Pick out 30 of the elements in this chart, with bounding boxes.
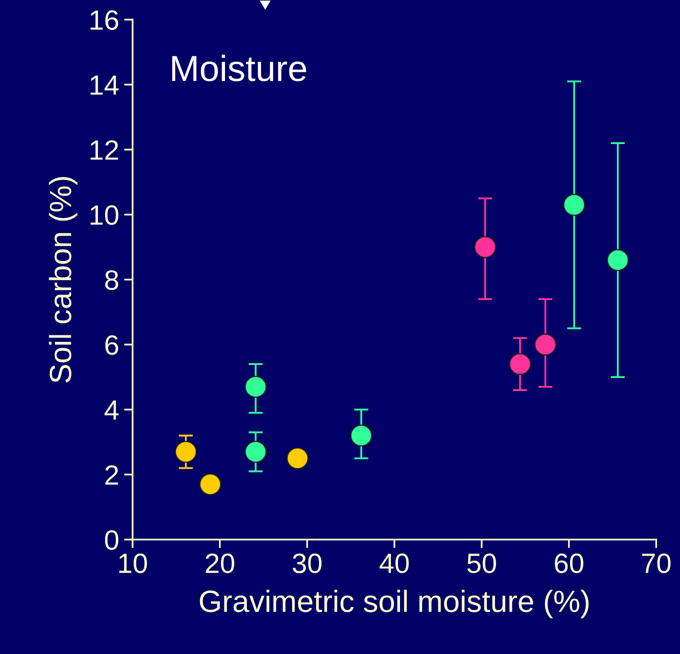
point: [244, 440, 267, 463]
x-tick-label: 60: [554, 553, 584, 574]
y-tick-label: 8: [105, 270, 118, 290]
point: [174, 440, 197, 463]
point: [606, 249, 629, 272]
point: [244, 376, 267, 398]
y-tick-label: 0: [105, 530, 118, 550]
x-tick-label: 40: [380, 553, 409, 574]
y-tick-label: 12: [90, 140, 118, 160]
point: [286, 447, 309, 470]
text: Moisture: [172, 54, 306, 82]
y-tick-label: 6: [105, 335, 118, 355]
y-tick-label: 2: [105, 465, 118, 485]
point: [509, 353, 532, 376]
point: [534, 334, 556, 356]
y-tick-label: 10: [90, 205, 118, 225]
y-tick-label: 16: [90, 10, 118, 30]
x-axis-title: Gravimetric soil moisture (%): [200, 590, 589, 618]
y-tick-label: 14: [90, 76, 119, 95]
x-tick-label: 10: [119, 553, 147, 574]
point: [199, 473, 222, 496]
point: [474, 236, 496, 258]
y-axis-title: Soil carbon (%): [48, 177, 78, 383]
y-tick-label: 4: [104, 400, 119, 420]
x-tick-label: 30: [292, 553, 322, 574]
point: [350, 424, 372, 447]
point: [563, 194, 586, 216]
x-tick-label: 20: [206, 553, 234, 574]
x-tick-label: 70: [642, 553, 671, 574]
x-tick-label: 50: [467, 553, 496, 574]
